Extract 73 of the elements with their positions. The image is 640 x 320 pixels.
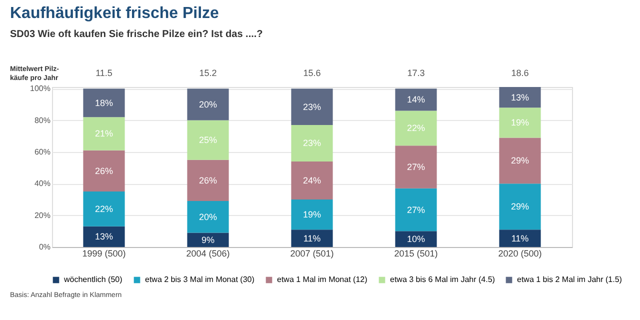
x-tick-label: 2020 (500): [498, 248, 542, 258]
data-label: 25%: [198, 135, 218, 146]
data-label: 22%: [406, 123, 426, 134]
data-label: 20%: [198, 212, 218, 222]
bar: [395, 231, 437, 247]
bar: [83, 88, 125, 118]
bar: [395, 110, 437, 146]
data-label: 29%: [510, 156, 530, 166]
text: 15.2: [199, 68, 217, 78]
bar: [395, 88, 437, 111]
legend-label: etwa 1 bis 2 Mal im Jahr (1.5): [517, 275, 622, 284]
data-label: 29%: [510, 202, 530, 212]
bar: [83, 192, 125, 226]
text: 18.6: [511, 68, 529, 78]
x-tick-label: 1999 (500): [82, 248, 126, 258]
legend-label: etwa 2 bis 3 Mal im Monat (30): [145, 275, 255, 284]
y-tick-label: 60%: [34, 147, 50, 156]
chart-title: Kaufhäufigkeit frische Pilze: [10, 5, 220, 22]
data-label: 11%: [303, 233, 321, 244]
data-label: 10%: [406, 234, 426, 244]
bar: [83, 117, 125, 150]
bar: [395, 146, 437, 188]
data-label: 24%: [302, 175, 322, 186]
data-label: 27%: [406, 162, 426, 172]
data-label: 27%: [406, 204, 426, 215]
bar: [499, 138, 541, 184]
data-label: 26%: [198, 175, 218, 186]
bar: [291, 88, 333, 126]
data-label: 9%: [201, 234, 215, 245]
text: 17.3: [407, 68, 425, 78]
bar: [499, 184, 541, 230]
data-label: 18%: [94, 98, 114, 108]
bar: [187, 88, 229, 120]
bar: [187, 232, 229, 247]
bar: [187, 160, 229, 202]
y-tick-label: 0%: [38, 242, 50, 252]
data-label: 23%: [302, 102, 322, 112]
data-label: 14%: [406, 94, 426, 105]
data-label: 23%: [302, 138, 322, 148]
data-label: 11%: [511, 233, 529, 244]
bar: [187, 120, 229, 160]
data-label: 13%: [94, 232, 114, 242]
chart-subtitle: SD03 Wie oft kaufen Sie frische Pilze ein? Ist das ....?: [10, 29, 263, 40]
bar: [83, 150, 125, 192]
bar: [395, 188, 437, 232]
text: 15.6: [303, 68, 321, 78]
bar: [291, 230, 333, 247]
y-tick-label: 40%: [34, 179, 50, 188]
data-label: 26%: [94, 166, 114, 176]
data-label: 22%: [94, 204, 114, 214]
data-label: 19%: [510, 118, 530, 128]
data-label: 20%: [198, 99, 218, 110]
bar: [83, 226, 125, 247]
bar: [499, 87, 541, 108]
legend-label: wöchentlich (50): [63, 275, 123, 284]
y-tick-label: 20%: [34, 210, 50, 220]
bar: [499, 230, 541, 247]
y-tick-label: 100%: [30, 84, 50, 94]
data-label: 21%: [94, 128, 114, 139]
data-label: 13%: [510, 92, 530, 102]
legend-label: etwa 3 bis 6 Mal im Jahr (4.5): [390, 275, 496, 284]
bar: [291, 199, 333, 230]
legend-label: etwa 1 Mal im Monat (12): [277, 275, 368, 284]
y-tick-label: 80%: [34, 116, 50, 125]
bar: [291, 125, 333, 162]
text: 11.5: [96, 68, 112, 78]
data-label: 19%: [302, 210, 322, 220]
x-tick-label: 2015 (501): [394, 248, 438, 258]
bar: [499, 108, 541, 138]
bar: [291, 161, 333, 200]
x-tick-label: 2004 (506): [186, 248, 230, 258]
x-tick-label: 2007 (501): [290, 248, 334, 258]
bar: [187, 201, 229, 233]
